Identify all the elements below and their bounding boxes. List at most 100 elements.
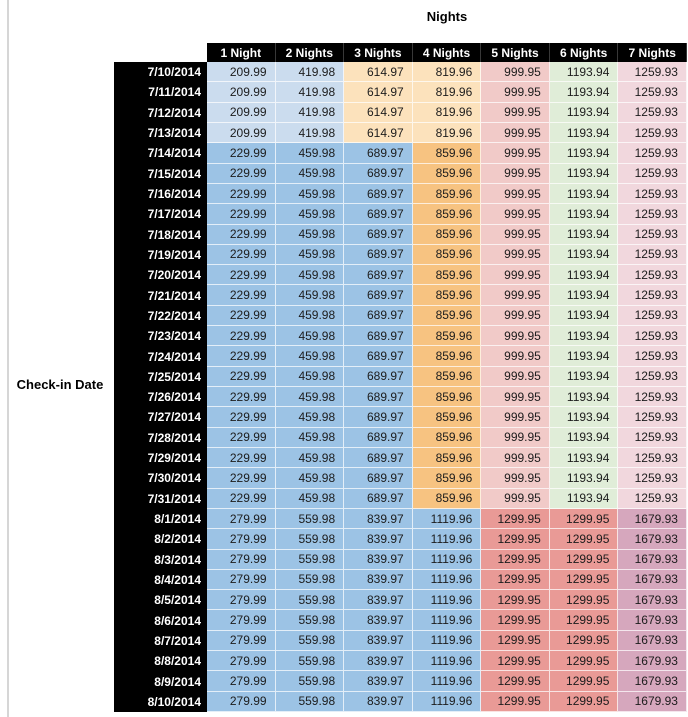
price-cell[interactable]: 1193.94 (549, 244, 619, 266)
price-cell[interactable]: 859.96 (412, 468, 482, 489)
price-cell[interactable]: 1299.95 (481, 590, 550, 611)
price-cell[interactable]: 1119.96 (412, 569, 482, 591)
row-date-cell[interactable]: 7/11/2014 (114, 82, 207, 103)
price-cell[interactable]: 1193.94 (549, 285, 619, 306)
price-cell[interactable]: 689.97 (344, 183, 413, 205)
row-date-cell[interactable]: 7/31/2014 (114, 488, 207, 509)
price-cell[interactable]: 839.97 (344, 569, 413, 591)
price-cell[interactable]: 999.95 (481, 163, 550, 184)
price-cell[interactable]: 1259.93 (618, 346, 687, 367)
price-cell[interactable]: 279.99 (207, 508, 276, 530)
price-cell[interactable]: 1259.93 (618, 102, 687, 123)
price-cell[interactable]: 689.97 (344, 488, 413, 509)
price-cell[interactable]: 1299.95 (549, 610, 619, 631)
price-cell[interactable]: 419.98 (275, 122, 345, 144)
price-cell[interactable]: 1119.96 (412, 508, 482, 530)
price-cell[interactable]: 1259.93 (618, 204, 687, 225)
price-cell[interactable]: 859.96 (412, 224, 482, 245)
price-cell[interactable]: 689.97 (344, 204, 413, 225)
row-date-cell[interactable]: 7/16/2014 (114, 183, 207, 205)
price-cell[interactable]: 1259.93 (618, 488, 687, 509)
price-cell[interactable]: 459.98 (275, 244, 345, 266)
row-date-cell[interactable]: 7/28/2014 (114, 427, 207, 448)
row-date-cell[interactable]: 7/14/2014 (114, 143, 207, 164)
price-cell[interactable]: 689.97 (344, 366, 413, 387)
price-cell[interactable]: 1299.95 (549, 529, 619, 550)
row-date-cell[interactable]: 7/12/2014 (114, 102, 207, 123)
price-cell[interactable]: 614.97 (344, 102, 413, 123)
row-date-cell[interactable]: 7/15/2014 (114, 163, 207, 184)
price-cell[interactable]: 459.98 (275, 204, 345, 225)
price-cell[interactable]: 1299.95 (549, 508, 619, 530)
price-cell[interactable]: 1679.93 (618, 630, 687, 652)
price-cell[interactable]: 999.95 (481, 427, 550, 448)
price-cell[interactable]: 559.98 (275, 508, 345, 530)
price-cell[interactable]: 459.98 (275, 285, 345, 306)
price-cell[interactable]: 1299.95 (481, 691, 550, 712)
price-cell[interactable]: 819.96 (412, 62, 482, 83)
column-header-4-night[interactable]: 4 Nights (412, 43, 482, 62)
price-cell[interactable]: 999.95 (481, 183, 550, 205)
price-cell[interactable]: 859.96 (412, 326, 482, 347)
price-cell[interactable]: 614.97 (344, 82, 413, 103)
price-cell[interactable]: 279.99 (207, 610, 276, 631)
price-cell[interactable]: 229.99 (207, 224, 276, 245)
price-cell[interactable]: 229.99 (207, 488, 276, 509)
price-cell[interactable]: 1299.95 (481, 508, 550, 530)
row-date-cell[interactable]: 7/23/2014 (114, 326, 207, 347)
price-cell[interactable]: 1679.93 (618, 651, 687, 672)
price-cell[interactable]: 459.98 (275, 183, 345, 205)
price-cell[interactable]: 559.98 (275, 691, 345, 712)
price-cell[interactable]: 1299.95 (549, 569, 619, 591)
price-cell[interactable]: 839.97 (344, 691, 413, 712)
price-cell[interactable]: 279.99 (207, 549, 276, 570)
price-cell[interactable]: 229.99 (207, 163, 276, 184)
price-cell[interactable]: 1259.93 (618, 447, 687, 469)
price-cell[interactable]: 209.99 (207, 122, 276, 144)
price-cell[interactable]: 229.99 (207, 305, 276, 327)
price-cell[interactable]: 999.95 (481, 305, 550, 327)
price-cell[interactable]: 689.97 (344, 447, 413, 469)
price-cell[interactable]: 1193.94 (549, 346, 619, 367)
price-cell[interactable]: 1679.93 (618, 671, 687, 692)
price-cell[interactable]: 459.98 (275, 488, 345, 509)
price-cell[interactable]: 1299.95 (481, 529, 550, 550)
price-cell[interactable]: 229.99 (207, 407, 276, 428)
row-date-cell[interactable]: 7/21/2014 (114, 285, 207, 306)
price-cell[interactable]: 1259.93 (618, 366, 687, 387)
price-cell[interactable]: 229.99 (207, 427, 276, 448)
price-cell[interactable]: 839.97 (344, 590, 413, 611)
price-cell[interactable]: 1679.93 (618, 610, 687, 631)
price-cell[interactable]: 614.97 (344, 122, 413, 144)
price-cell[interactable]: 459.98 (275, 468, 345, 489)
row-date-cell[interactable]: 7/24/2014 (114, 346, 207, 367)
price-cell[interactable]: 459.98 (275, 387, 345, 408)
price-cell[interactable]: 459.98 (275, 427, 345, 448)
price-cell[interactable]: 999.95 (481, 265, 550, 286)
price-cell[interactable]: 1259.93 (618, 183, 687, 205)
price-cell[interactable]: 859.96 (412, 407, 482, 428)
price-cell[interactable]: 999.95 (481, 62, 550, 83)
price-cell[interactable]: 1193.94 (549, 163, 619, 184)
price-cell[interactable]: 1119.96 (412, 691, 482, 712)
price-cell[interactable]: 1193.94 (549, 265, 619, 286)
price-cell[interactable]: 689.97 (344, 326, 413, 347)
price-cell[interactable]: 1259.93 (618, 143, 687, 164)
price-cell[interactable]: 1259.93 (618, 305, 687, 327)
price-cell[interactable]: 459.98 (275, 143, 345, 164)
price-cell[interactable]: 1679.93 (618, 691, 687, 712)
price-cell[interactable]: 1259.93 (618, 387, 687, 408)
price-cell[interactable]: 1259.93 (618, 285, 687, 306)
price-cell[interactable]: 859.96 (412, 366, 482, 387)
price-cell[interactable]: 859.96 (412, 427, 482, 448)
price-cell[interactable]: 859.96 (412, 346, 482, 367)
row-date-cell[interactable]: 7/22/2014 (114, 305, 207, 327)
price-cell[interactable]: 999.95 (481, 122, 550, 144)
price-cell[interactable]: 689.97 (344, 143, 413, 164)
price-cell[interactable]: 689.97 (344, 244, 413, 266)
price-cell[interactable]: 999.95 (481, 143, 550, 164)
price-cell[interactable]: 999.95 (481, 488, 550, 509)
price-cell[interactable]: 1193.94 (549, 387, 619, 408)
row-date-cell[interactable]: 7/30/2014 (114, 468, 207, 489)
price-cell[interactable]: 1193.94 (549, 326, 619, 347)
